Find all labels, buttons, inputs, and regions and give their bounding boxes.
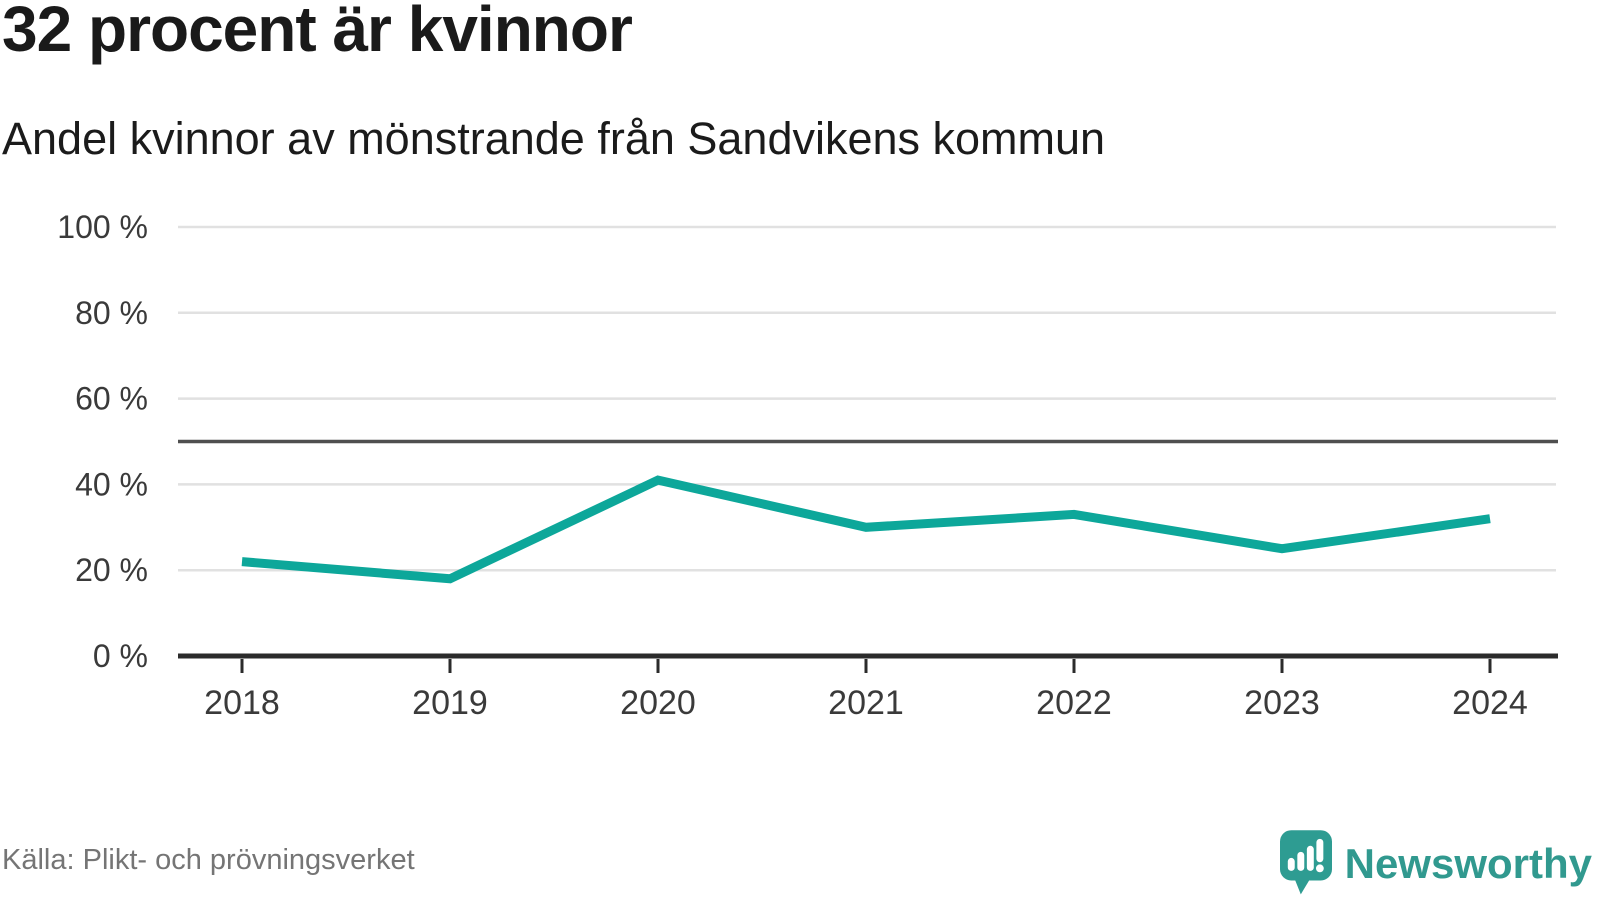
x-tick-label-2018: 2018 (204, 684, 280, 722)
x-tick-label-2020: 2020 (620, 684, 696, 722)
logo-bar-medium (1296, 851, 1304, 871)
y-tick-label-0: 0 % (93, 638, 148, 674)
logo-exclamation-bar (1316, 838, 1323, 863)
y-tick-label-100: 100 % (57, 209, 148, 245)
newsworthy-logo-icon (1279, 830, 1332, 895)
x-tick-label-2023: 2023 (1244, 684, 1320, 722)
y-tick-label-80: 80 % (75, 295, 148, 331)
chart-title: 32 procent är kvinnor (2, 0, 633, 65)
y-tick-label-20: 20 % (75, 552, 148, 588)
x-tick-label-2022: 2022 (1036, 684, 1112, 722)
x-tick-label-2019: 2019 (412, 684, 488, 722)
newsworthy-logo: Newsworthy (1279, 830, 1592, 898)
logo-bar-tall (1306, 845, 1314, 871)
data-line-andel-kvinnor-av-mönstrande (241, 475, 1491, 584)
source-note: Källa: Plikt- och prövningsverket (2, 844, 415, 876)
logo-bubble-tail (1293, 877, 1311, 895)
newsworthy-logo-text: Newsworthy (1344, 840, 1592, 887)
logo-bar-short (1287, 857, 1295, 871)
y-tick-label-60: 60 % (75, 381, 148, 417)
logo-bubble (1279, 830, 1332, 881)
y-tick-label-40: 40 % (75, 466, 148, 502)
logo-exclamation-dot (1315, 864, 1324, 873)
chart-subtitle: Andel kvinnor av mönstrande från Sandvik… (2, 113, 1106, 164)
x-tick-label-2021: 2021 (828, 684, 904, 722)
x-tick-label-2024: 2024 (1452, 684, 1528, 722)
